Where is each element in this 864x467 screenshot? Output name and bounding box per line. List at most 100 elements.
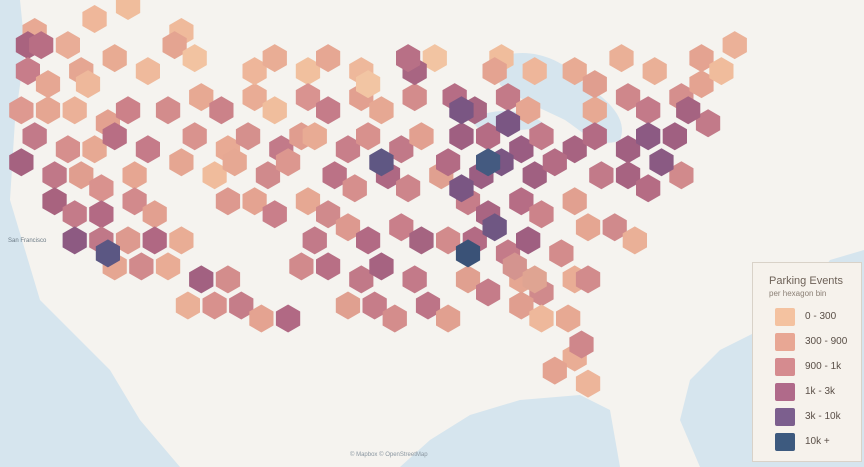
hex-bin[interactable] — [75, 70, 101, 99]
hex-bin[interactable] — [476, 278, 501, 307]
hex-bin[interactable] — [316, 200, 341, 229]
hex-bin[interactable] — [42, 187, 67, 216]
hex-bin[interactable] — [262, 44, 287, 73]
map-attribution[interactable]: © Mapbox © OpenStreetMap — [350, 452, 428, 458]
hex-bin[interactable] — [356, 122, 381, 151]
hex-bin[interactable] — [402, 265, 427, 294]
hex-bin[interactable] — [262, 200, 287, 229]
hex-bin[interactable] — [522, 57, 547, 86]
hex-bin[interactable] — [642, 57, 667, 86]
hex-bin[interactable] — [589, 161, 614, 190]
hex-bin[interactable] — [115, 96, 141, 125]
hex-bin[interactable] — [82, 135, 107, 164]
hex-bin[interactable] — [242, 187, 267, 216]
hex-bin[interactable] — [369, 148, 394, 177]
hex-bin[interactable] — [509, 187, 534, 216]
hex-bin[interactable] — [636, 122, 661, 151]
hex-bin[interactable] — [295, 57, 321, 86]
hex-bin[interactable] — [356, 70, 381, 99]
hex-bin[interactable] — [162, 31, 187, 60]
hex-bin[interactable] — [436, 148, 461, 177]
hex-bin[interactable] — [409, 226, 434, 255]
hex-bin[interactable] — [189, 265, 214, 294]
hex-bin[interactable] — [449, 122, 474, 151]
hex-bin[interactable] — [229, 291, 254, 320]
hex-bin[interactable] — [9, 148, 34, 177]
hex-bin[interactable] — [335, 213, 361, 242]
hex-bin[interactable] — [709, 57, 734, 86]
hex-bin[interactable] — [369, 252, 394, 281]
hex-bin[interactable] — [542, 356, 567, 385]
hex-bin[interactable] — [622, 226, 647, 255]
hex-bin[interactable] — [82, 5, 107, 33]
hex-bin[interactable] — [316, 44, 341, 73]
hex-bin[interactable] — [449, 96, 474, 125]
hex-bin[interactable] — [9, 96, 34, 125]
hex-bin[interactable] — [436, 226, 461, 255]
hex-bin[interactable] — [575, 265, 601, 294]
hex-bin[interactable] — [202, 161, 227, 190]
hex-bin[interactable] — [495, 83, 521, 112]
hex-bin[interactable] — [722, 31, 747, 60]
hex-bin[interactable] — [615, 161, 641, 190]
hex-bin[interactable] — [562, 135, 587, 164]
hex-bin[interactable] — [275, 304, 301, 333]
hex-bin[interactable] — [482, 213, 507, 242]
hex-bin[interactable] — [575, 369, 601, 398]
hex-bin[interactable] — [562, 57, 587, 86]
hex-bin[interactable] — [215, 187, 241, 216]
hex-bin[interactable] — [455, 239, 481, 268]
hex-bin[interactable] — [155, 96, 181, 125]
hex-bin[interactable] — [549, 239, 574, 268]
hex-bin[interactable] — [582, 122, 607, 151]
hex-bin[interactable] — [62, 200, 87, 229]
hex-bin[interactable] — [15, 57, 41, 86]
hex-bin[interactable] — [122, 187, 147, 216]
hex-bin[interactable] — [349, 265, 374, 294]
hex-bin[interactable] — [89, 174, 114, 203]
hex-bin[interactable] — [409, 122, 434, 151]
hex-bin[interactable] — [522, 265, 547, 294]
hex-bin[interactable] — [155, 252, 181, 281]
hex-bin[interactable] — [615, 135, 641, 164]
hex-bin[interactable] — [55, 135, 80, 164]
hex-bin[interactable] — [142, 226, 167, 255]
hex-bin[interactable] — [662, 122, 687, 151]
hex-bin[interactable] — [495, 109, 521, 138]
hex-bin[interactable] — [562, 187, 587, 216]
hex-bin[interactable] — [129, 252, 154, 281]
hex-bin[interactable] — [502, 252, 527, 281]
hex-bin[interactable] — [22, 122, 47, 151]
hex-bin[interactable] — [275, 148, 301, 177]
hex-bin[interactable] — [242, 83, 267, 112]
hex-bin[interactable] — [669, 161, 694, 190]
hex-bin[interactable] — [35, 96, 61, 125]
hex-bin[interactable] — [615, 83, 641, 112]
hex-bin[interactable] — [335, 291, 361, 320]
hex-bin[interactable] — [302, 226, 327, 255]
hex-bin[interactable] — [115, 226, 141, 255]
hex-bin[interactable] — [455, 265, 481, 294]
hex-bin[interactable] — [249, 304, 274, 333]
hex-bin[interactable] — [449, 174, 474, 203]
hex-bin[interactable] — [322, 161, 347, 190]
hex-bin[interactable] — [422, 44, 447, 73]
hex-bin[interactable] — [235, 122, 261, 151]
hex-bin[interactable] — [529, 200, 554, 229]
hex-bin[interactable] — [689, 44, 714, 73]
hex-bin[interactable] — [436, 304, 461, 333]
hex-bin[interactable] — [602, 213, 627, 242]
hex-bin[interactable] — [42, 161, 67, 190]
hex-bin[interactable] — [102, 122, 127, 151]
hex-bin[interactable] — [362, 291, 387, 320]
hex-bin[interactable] — [182, 122, 207, 151]
hex-bin[interactable] — [636, 96, 661, 125]
hex-bin[interactable] — [402, 83, 427, 112]
hex-bin[interactable] — [389, 135, 414, 164]
hex-bin[interactable] — [29, 31, 54, 60]
hex-bin[interactable] — [522, 161, 547, 190]
hex-bin[interactable] — [316, 96, 341, 125]
hex-bin[interactable] — [542, 148, 567, 177]
hex-bin[interactable] — [396, 174, 421, 203]
